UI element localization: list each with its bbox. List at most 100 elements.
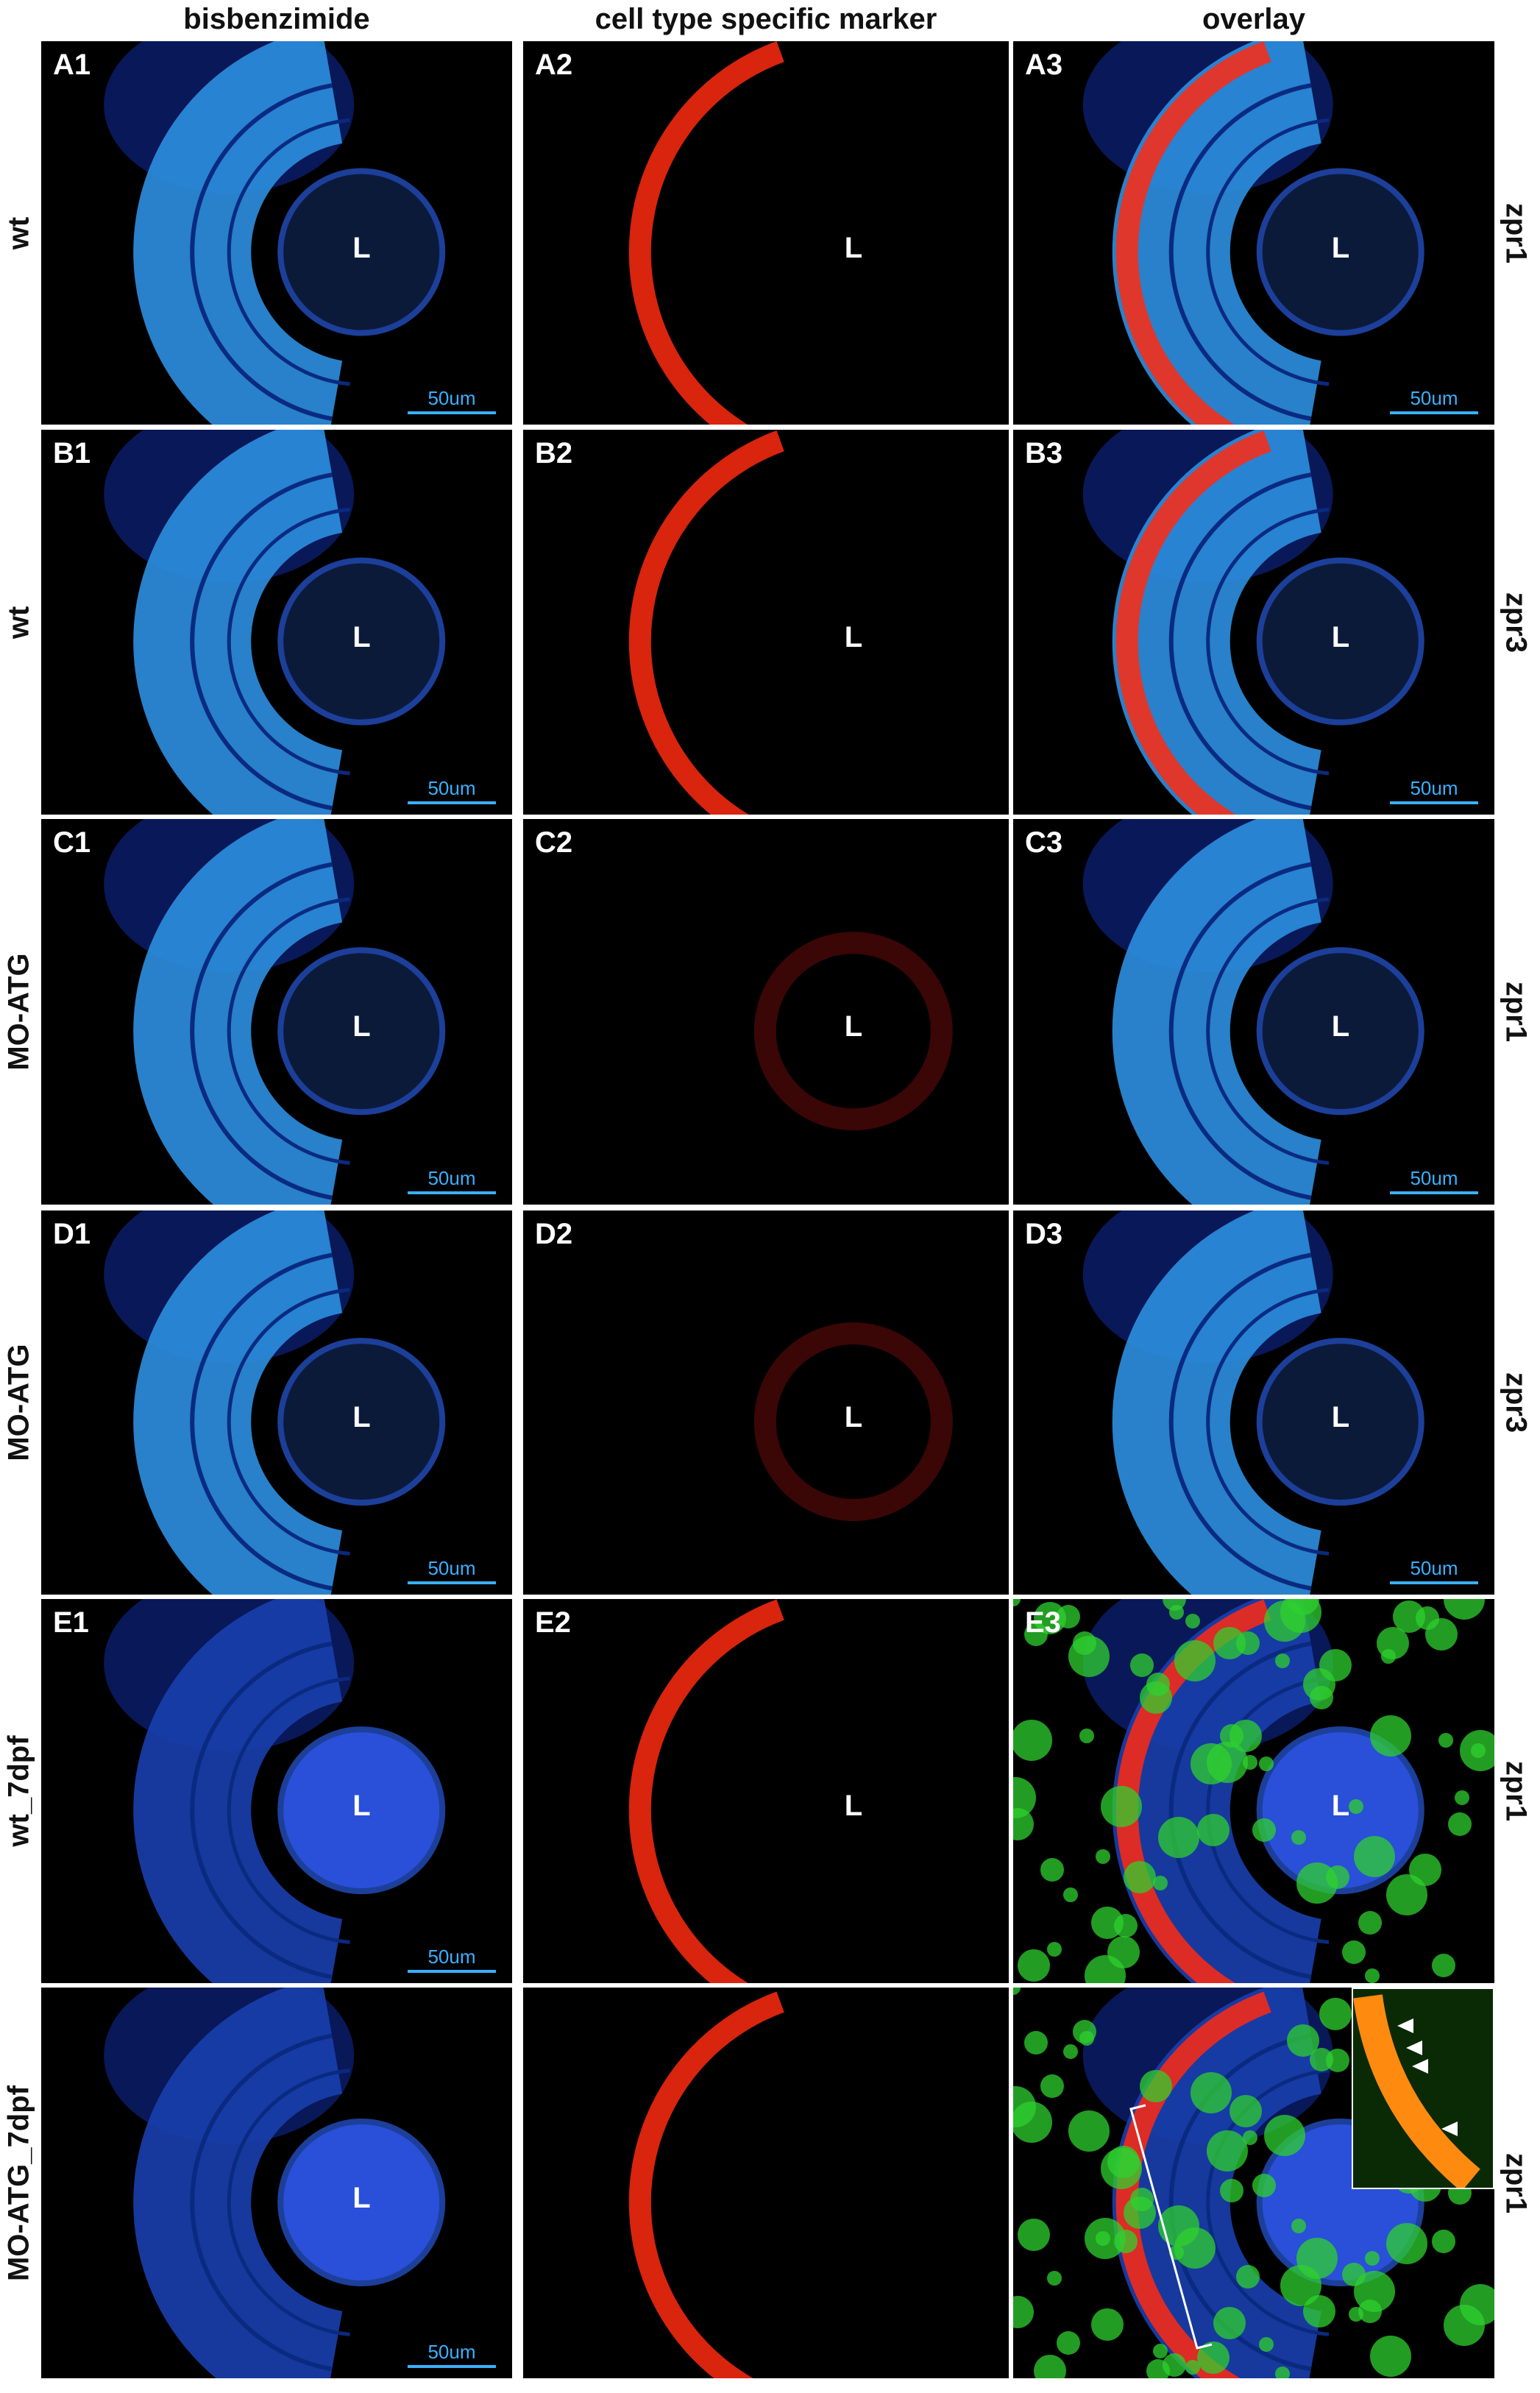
scale-bar-line [408, 2365, 496, 2368]
micrograph [1082, 430, 1424, 815]
column-header: bisbenzimide [183, 3, 370, 35]
row-condition: MO-ATG [2, 953, 35, 1071]
row-condition: wt_7dpf [2, 1735, 35, 1847]
micrograph [104, 1210, 446, 1595]
micrograph [1082, 41, 1424, 425]
micrograph [104, 41, 446, 425]
micrograph-panel: C2 L [523, 819, 1009, 1205]
row-marker: zpr3 [1500, 1372, 1533, 1433]
lens-label: L [1331, 620, 1350, 653]
scale-bar-label: 50um [427, 1946, 476, 1968]
panel-label: E3 [1025, 1606, 1061, 1639]
micrograph [104, 1988, 446, 2378]
micrograph-panel: L 50um [41, 1988, 512, 2378]
column-header: overlay [1202, 3, 1306, 35]
micrograph [753, 1322, 953, 1522]
panel-label: C2 [535, 826, 573, 859]
row-marker: zpr1 [1500, 1760, 1533, 1822]
micrograph [628, 1991, 784, 2378]
micrograph-panel: A3 L 50um [1013, 41, 1494, 425]
scale-bar-line [408, 1581, 496, 1584]
micrograph [1082, 819, 1424, 1205]
scale-bar: 50um [408, 1946, 496, 1973]
micrograph [104, 819, 446, 1205]
micrograph [104, 1599, 446, 1983]
scale-bar-label: 50um [1410, 1167, 1458, 1189]
panel-label: B3 [1025, 437, 1063, 469]
lens-label: L [844, 620, 863, 653]
micrograph-panel: E3 L [1013, 1599, 1494, 1983]
scale-bar-line [408, 411, 496, 414]
scale-bar: 50um [408, 1167, 496, 1194]
lens-label: L [352, 2182, 371, 2215]
micrograph-panel: B3 L 50um [1013, 430, 1494, 815]
micrograph [104, 430, 446, 815]
row-marker: zpr1 [1500, 202, 1533, 263]
lens-label: L [352, 231, 371, 264]
scale-bar-label: 50um [427, 1557, 476, 1579]
lens-label: L [1331, 231, 1350, 264]
lens-label: L [352, 1401, 371, 1434]
scale-bar-line [408, 1970, 496, 1973]
scale-bar: 50um [1390, 1557, 1478, 1584]
micrograph-panel [523, 1988, 1009, 2378]
lens-label: L [1331, 1790, 1350, 1823]
scale-bar-label: 50um [427, 1167, 476, 1189]
inset [1352, 1988, 1494, 2189]
micrograph [753, 932, 953, 1131]
scale-bar: 50um [1390, 387, 1478, 414]
panel-label: C3 [1025, 826, 1063, 859]
micrograph-panel: C3 L 50um [1013, 819, 1494, 1205]
lens-label: L [352, 1010, 371, 1043]
panel-label: A1 [53, 49, 91, 81]
panel-label: B1 [53, 437, 91, 469]
scale-bar-line [1390, 1191, 1478, 1194]
scale-bar-label: 50um [427, 387, 476, 409]
lens-label: L [352, 620, 371, 653]
scale-bar-line [1390, 801, 1478, 804]
panel-label: A3 [1025, 49, 1063, 81]
panel-label: C1 [53, 826, 91, 859]
row-condition: wt [2, 216, 35, 249]
row-condition: MO-ATG [2, 1344, 35, 1461]
scale-bar-line [1390, 1581, 1478, 1584]
row-marker: zpr1 [1500, 2152, 1533, 2213]
panel-label: A2 [535, 49, 573, 81]
scale-bar-label: 50um [1410, 777, 1458, 799]
scale-bar-line [1390, 411, 1478, 414]
column-header: cell type specific marker [595, 3, 937, 35]
micrograph [628, 430, 784, 815]
micrograph-panel: D2 L [523, 1210, 1009, 1595]
micrograph-panel: D3 L 50um [1013, 1210, 1494, 1595]
panel-label: D2 [535, 1218, 573, 1250]
lens-label: L [844, 1010, 863, 1043]
micrograph [628, 1599, 784, 1983]
panel-label: E1 [53, 1606, 89, 1639]
panel-label: D1 [53, 1218, 91, 1250]
scale-bar: 50um [408, 387, 496, 414]
row-condition: wt [2, 606, 35, 639]
row-condition: MO-ATG_7dpf [2, 2085, 35, 2281]
micrograph-panel: D1 L 50um [41, 1210, 512, 1595]
panel-label: D3 [1025, 1218, 1063, 1250]
micrograph-panel: A1 L 50um [41, 41, 512, 425]
lens-label: L [1331, 1401, 1350, 1434]
micrograph [1082, 1210, 1424, 1595]
micrograph-panel [1013, 1988, 1494, 2378]
lens-label: L [844, 1401, 863, 1434]
scale-bar: 50um [408, 2341, 496, 2368]
scale-bar-label: 50um [427, 777, 476, 799]
micrograph [628, 41, 784, 425]
scale-bar: 50um [408, 1557, 496, 1584]
panel-label: E2 [535, 1606, 571, 1639]
scale-bar-label: 50um [427, 2341, 476, 2363]
row-marker: zpr1 [1500, 981, 1533, 1043]
micrograph [1013, 1599, 1494, 1983]
lens-label: L [352, 1790, 371, 1823]
scale-bar-line [408, 1191, 496, 1194]
scale-bar: 50um [1390, 777, 1478, 804]
scale-bar-label: 50um [1410, 387, 1458, 409]
micrograph-panel: B2 L [523, 430, 1009, 815]
micrograph-panel: C1 L 50um [41, 819, 512, 1205]
